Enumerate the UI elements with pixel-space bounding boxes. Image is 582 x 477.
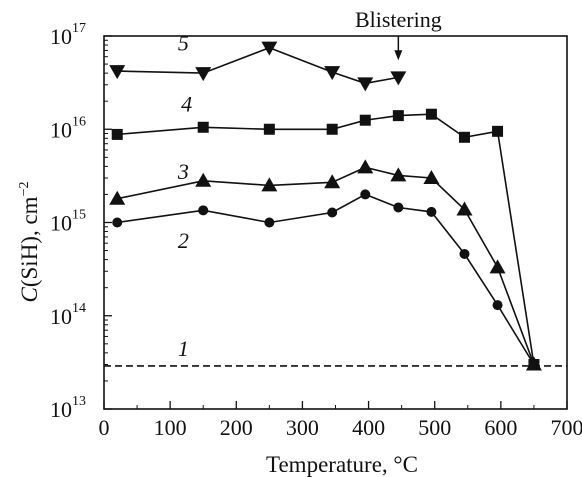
y-tick-label: 1016 (50, 114, 86, 142)
circle-marker (459, 248, 470, 259)
triangle-up-marker (195, 172, 212, 187)
series-2-label: 2 (178, 228, 189, 253)
x-axis-title: Temperature, °C (266, 452, 418, 477)
square-marker (492, 125, 504, 137)
triangle-up-marker (456, 201, 473, 216)
square-marker (111, 128, 123, 140)
x-tick-label: 300 (286, 415, 319, 440)
triangle-up-marker (324, 174, 341, 189)
square-marker (326, 123, 338, 135)
triangle-up-marker (423, 170, 440, 185)
series-2 (112, 189, 539, 370)
y-axis-title-unit: (SiH), cm (17, 196, 42, 287)
triangle-up-marker (261, 177, 278, 192)
circle-marker (360, 189, 371, 200)
square-marker (359, 114, 371, 126)
y-tick-label: 1015 (50, 208, 86, 236)
series-2-line (117, 193, 535, 365)
triangle-up-marker (390, 167, 407, 182)
square-marker (392, 110, 404, 122)
circle-marker (426, 206, 437, 217)
circle-marker (112, 217, 123, 228)
x-tick-label: 700 (551, 415, 582, 440)
square-marker (425, 108, 437, 120)
series-4-label: 4 (181, 91, 192, 116)
y-axis-title: C(SiH), cm−2 (17, 182, 42, 303)
circle-marker (492, 300, 503, 311)
circle-marker (264, 217, 275, 228)
x-tick-label: 600 (484, 415, 517, 440)
series-1-label: 1 (178, 336, 189, 361)
x-tick-label: 400 (352, 415, 385, 440)
x-tick-label: 500 (418, 415, 451, 440)
x-tick-label: 200 (220, 415, 253, 440)
y-tick-label: 1017 (50, 21, 86, 49)
series-3 (109, 159, 542, 371)
triangle-down-marker (390, 71, 407, 86)
square-marker (263, 123, 275, 135)
blistering-annotation: Blistering (355, 7, 442, 32)
y-tick-label: 1014 (50, 301, 86, 329)
series-5-line (117, 46, 399, 85)
triangle-down-marker (324, 66, 341, 81)
circle-marker (393, 202, 404, 213)
circle-marker (327, 207, 338, 218)
square-marker (528, 359, 540, 371)
plot-frame (103, 35, 568, 410)
triangle-down-marker (195, 67, 212, 82)
blistering-arrow-head (394, 50, 403, 61)
triangle-up-marker (489, 259, 506, 274)
y-axis-title-exponent: −2 (17, 182, 32, 197)
triangle-up-marker (109, 190, 126, 205)
triangle-up-marker (357, 159, 374, 174)
x-tick-label: 100 (154, 415, 187, 440)
series-4 (111, 108, 540, 371)
y-tick-label: 1013 (50, 394, 86, 422)
series-4-line (117, 113, 535, 365)
triangle-down-marker (357, 77, 374, 92)
x-tick-label: 0 (99, 415, 110, 440)
square-marker (458, 131, 470, 143)
series-5 (109, 41, 407, 92)
series-5-label: 5 (178, 31, 189, 56)
triangle-down-marker (261, 41, 278, 56)
series-3-label: 3 (177, 159, 189, 184)
square-marker (197, 121, 209, 133)
circle-marker (198, 205, 209, 216)
triangle-down-marker (109, 65, 126, 80)
series-3-line (117, 166, 535, 365)
y-axis-title-variable: C (17, 286, 42, 302)
